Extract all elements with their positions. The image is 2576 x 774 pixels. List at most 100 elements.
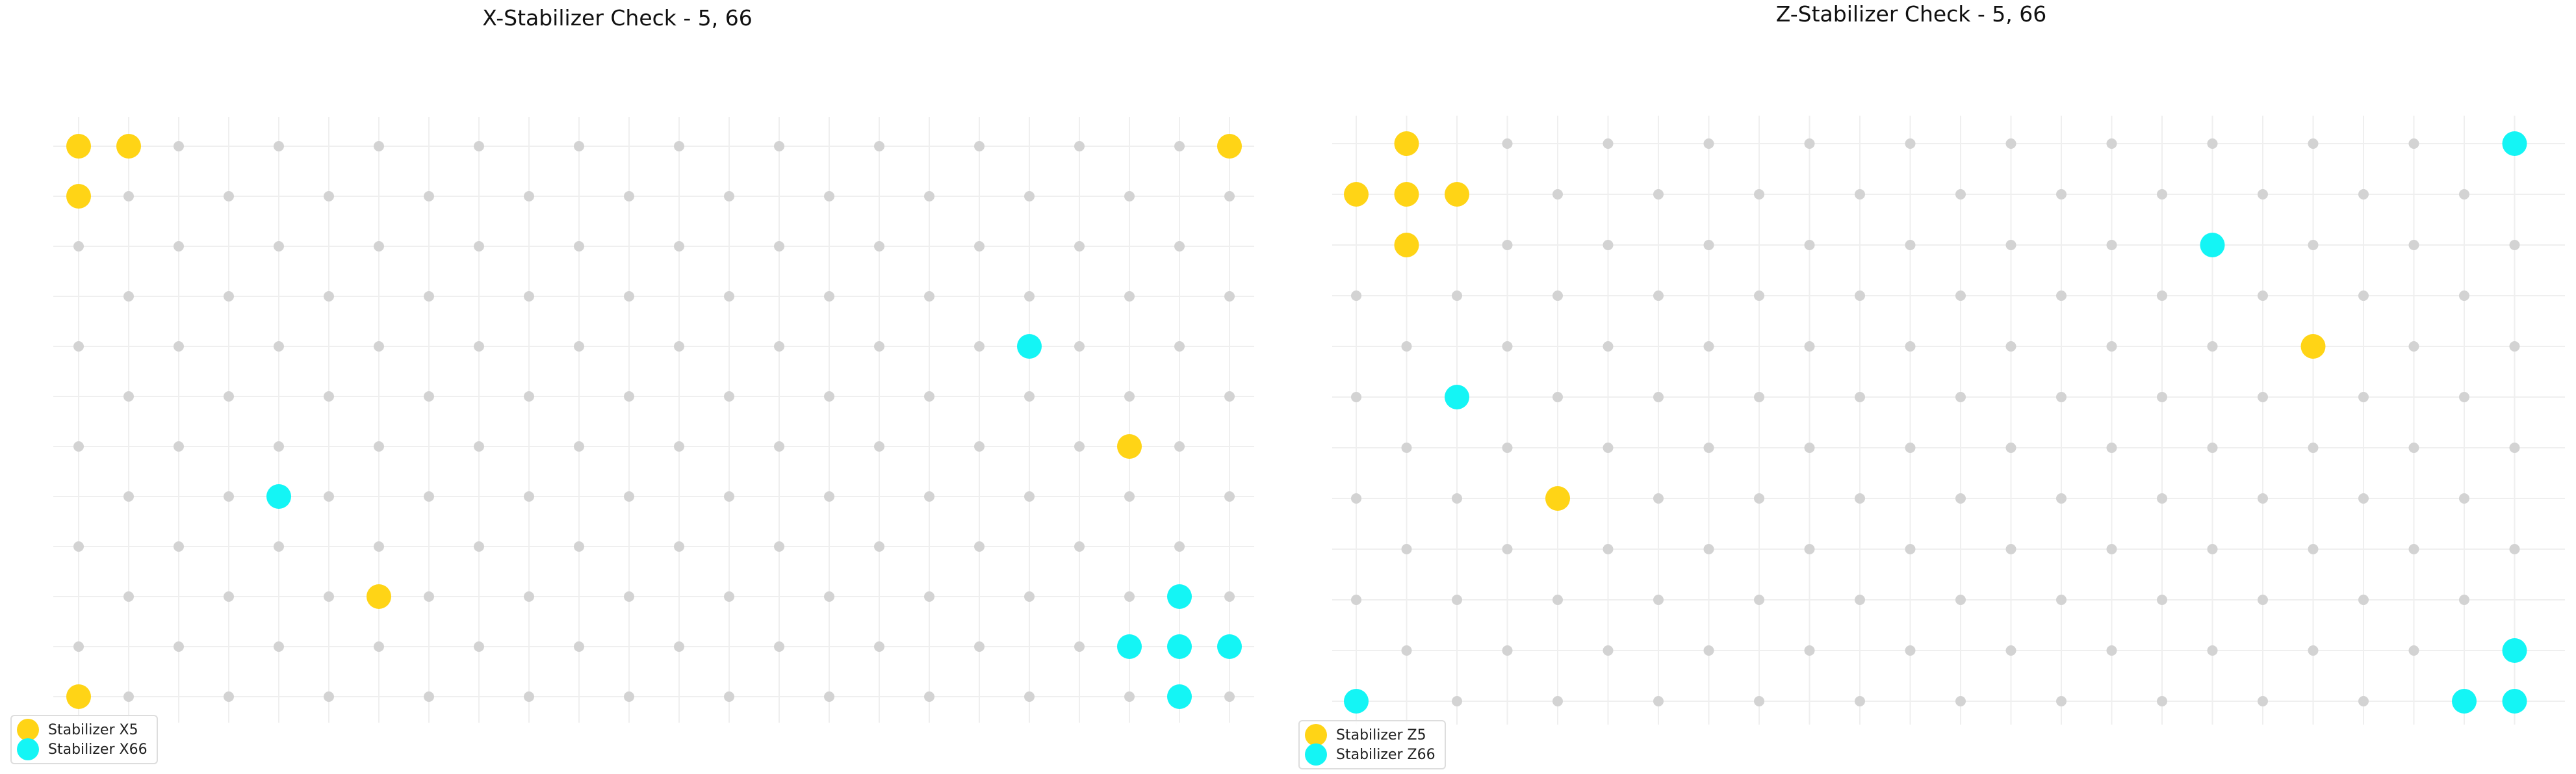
lattice-point [1703,544,1714,554]
lattice-point [2106,341,2117,352]
lattice-point [1174,341,1185,352]
lattice-point [1452,595,1462,605]
lattice-point [2308,138,2319,149]
lattice-point [2258,696,2268,706]
lattice-point [2358,392,2369,402]
stabilizer-66-point [1167,584,1192,609]
lattice-point [2509,240,2520,250]
lattice-point [1754,696,1764,706]
lattice-point [73,541,84,552]
lattice-point [2358,696,2369,706]
lattice-point [1074,441,1085,452]
legend-item-z5: Stabilizer Z5 [1305,724,1436,746]
lattice-point [424,591,434,602]
lattice-point [1855,595,1865,605]
lattice-point [674,141,684,151]
lattice-point [2408,544,2419,554]
lattice-point [724,291,734,302]
lattice-point [2106,240,2117,250]
lattice-point [874,141,884,151]
lattice-point [824,391,834,402]
x-stabilizer-plot [53,117,1254,723]
lattice-point [2005,544,2016,554]
lattice-point [2459,290,2469,301]
lattice-point [174,341,184,352]
stabilizer-66-point [1344,689,1369,714]
lattice-point [1401,341,1412,352]
lattice-point [524,291,534,302]
lattice-point [174,541,184,552]
lattice-point [1552,392,1563,402]
stabilizer-5-point [1445,182,1469,207]
lattice-point [1855,696,1865,706]
lattice-point [324,291,334,302]
lattice-point [774,541,784,552]
lattice-point [1124,591,1135,602]
lattice-point [1552,189,1563,200]
stabilizer-66-point [1167,634,1192,659]
legend-label: Stabilizer X5 [48,721,138,738]
lattice-point [874,341,884,352]
lattice-point [2157,189,2167,200]
lattice-point [1804,341,1815,352]
lattice-point [324,191,334,201]
lattice-point [1754,392,1764,402]
lattice-point [974,241,985,252]
lattice-point [1955,493,1966,504]
lattice-point [1905,138,1916,149]
lattice-point [824,491,834,502]
legend-label: Stabilizer Z5 [1336,727,1426,743]
lattice-point [524,191,534,201]
lattice-point [1955,696,1966,706]
stabilizer-5-point [116,134,141,159]
lattice-point [1401,645,1412,656]
lattice-point [724,191,734,201]
lattice-point [874,241,884,252]
lattice-point [1603,443,1614,453]
lattice-point [1502,341,1513,352]
lattice-point [1224,191,1235,201]
lattice-point [123,291,134,302]
lattice-point [1754,189,1764,200]
stabilizer-66-point [266,484,291,509]
lattice-point [1653,392,1664,402]
lattice-point [2358,189,2369,200]
lattice-point [574,241,584,252]
lattice-point [2056,290,2067,301]
stabilizer-66-point [2502,131,2527,156]
lattice-point [1955,189,1966,200]
lattice-point [1351,493,1361,504]
lattice-point [2408,341,2419,352]
lattice-point [1351,392,1361,402]
lattice-point [1224,491,1235,502]
lattice-point [1124,691,1135,702]
lattice-point [1074,641,1085,652]
lattice-point [1074,541,1085,552]
lattice-point [1124,491,1135,502]
lattice-point [2056,392,2067,402]
stabilizer-5-point [1394,233,1419,257]
lattice-point [474,441,484,452]
lattice-point [2459,189,2469,200]
lattice-point [1452,290,1462,301]
lattice-point [2005,341,2016,352]
stabilizer-66-point [1167,684,1192,709]
lattice-point [2207,341,2218,352]
lattice-point [1603,240,1614,250]
lattice-point [824,191,834,201]
lattice-point [874,541,884,552]
lattice-point [724,491,734,502]
lattice-point [974,341,985,352]
lattice-point [2408,240,2419,250]
legend-item-x5: Stabilizer X5 [17,719,148,741]
lattice-point [674,441,684,452]
lattice-point [1804,138,1815,149]
lattice-point [1603,544,1614,554]
lattice-point [1552,290,1563,301]
lattice-point [474,141,484,151]
lattice-point [274,641,284,652]
lattice-point [1703,138,1714,149]
chart-title: Z-Stabilizer Check - 5, 66 [1775,1,2047,27]
lattice-point [324,491,334,502]
lattice-point [1224,391,1235,402]
